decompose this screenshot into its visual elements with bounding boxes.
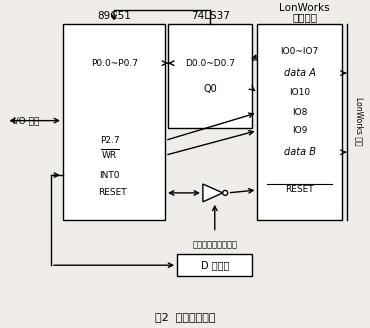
Text: IO10: IO10 <box>289 88 310 97</box>
Text: IO0~IO7: IO0~IO7 <box>280 47 319 56</box>
Polygon shape <box>203 184 223 202</box>
Text: 74LS37: 74LS37 <box>191 10 230 21</box>
Text: RESET: RESET <box>285 185 314 195</box>
Text: LonWorks: LonWorks <box>279 3 330 13</box>
Bar <box>168 24 252 128</box>
Bar <box>258 24 342 220</box>
Circle shape <box>223 191 228 195</box>
Text: LonWorks 网络: LonWorks 网络 <box>354 97 363 146</box>
Bar <box>63 24 165 220</box>
Text: WR: WR <box>102 151 117 160</box>
Text: INT0: INT0 <box>99 171 120 180</box>
Text: 89C51: 89C51 <box>97 10 131 21</box>
Text: 图2  节点硬件电路: 图2 节点硬件电路 <box>155 312 215 322</box>
Bar <box>177 254 252 276</box>
Text: IO8: IO8 <box>292 108 307 117</box>
Text: I/O 接口: I/O 接口 <box>13 116 39 125</box>
Text: data B: data B <box>284 147 316 157</box>
Text: RESET: RESET <box>98 188 127 197</box>
Text: D 触发器: D 触发器 <box>201 260 229 270</box>
Text: Q0: Q0 <box>204 84 217 94</box>
Text: 上电、手动复位信号: 上电、手动复位信号 <box>192 240 237 249</box>
Text: 控制模块: 控制模块 <box>292 12 317 23</box>
Text: D0.0~D0.7: D0.0~D0.7 <box>185 59 235 68</box>
Text: data A: data A <box>284 68 316 78</box>
Text: IO9: IO9 <box>292 126 307 135</box>
Text: P0.0~P0.7: P0.0~P0.7 <box>91 59 138 68</box>
Text: P2.7: P2.7 <box>100 136 120 145</box>
